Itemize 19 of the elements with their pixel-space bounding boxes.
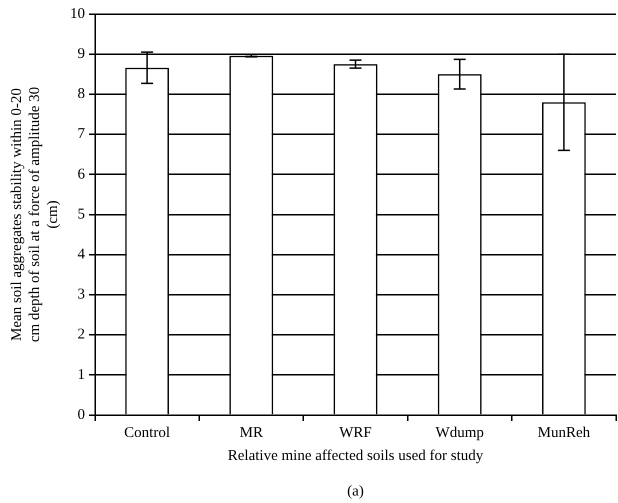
x-tick-label: MR bbox=[240, 424, 263, 441]
x-tick-label: Control bbox=[124, 424, 170, 441]
y-tick-label: 0 bbox=[78, 406, 85, 423]
y-axis-title: Mean soil aggregates stability within 0-20 cm depth of soil at a force of amplitude 30 (cm) bbox=[8, 86, 61, 342]
y-tick-label: 3 bbox=[78, 286, 85, 303]
y-tick-label: 4 bbox=[78, 246, 86, 263]
x-tick-label: WRF bbox=[339, 424, 372, 441]
y-tick-label: 10 bbox=[70, 6, 85, 22]
text: (a) bbox=[347, 483, 364, 500]
y-tick-label: 5 bbox=[78, 206, 85, 222]
x-tick-label: MunReh bbox=[538, 424, 591, 441]
y-tick-label: 6 bbox=[78, 166, 86, 182]
y-tick-label: 1 bbox=[78, 366, 85, 383]
y-tick-label: 8 bbox=[78, 86, 85, 102]
x-axis-title: Relative mine affected soils used for study bbox=[228, 448, 484, 464]
y-tick-label: 9 bbox=[78, 46, 85, 62]
x-tick-label: Wdump bbox=[436, 424, 484, 441]
y-tick-label: 2 bbox=[78, 326, 85, 343]
y-tick-label: 7 bbox=[78, 126, 86, 142]
